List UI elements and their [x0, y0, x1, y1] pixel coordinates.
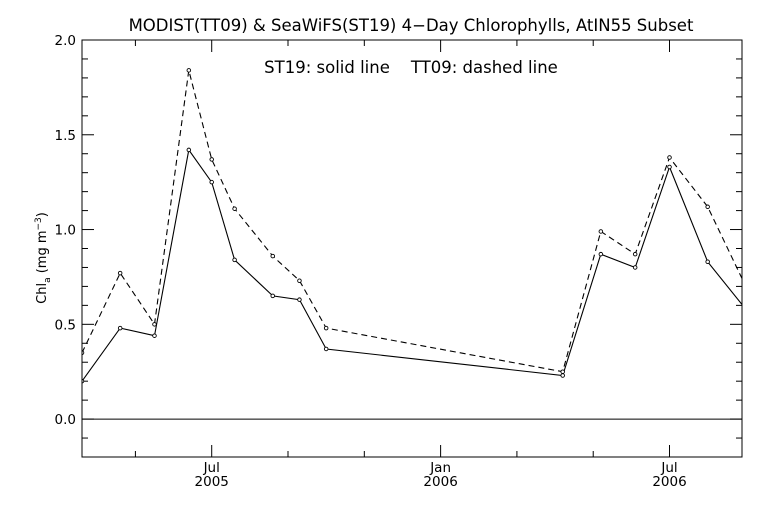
- y-axis-label-close: ): [35, 212, 50, 217]
- data-point-tt09: [323, 325, 329, 331]
- legend-annotation: ST19: solid line TT09: dashed line: [264, 58, 558, 77]
- data-point-st19: [667, 164, 672, 170]
- data-point-tt09: [632, 251, 638, 257]
- y-tick-label: 1.5: [55, 128, 76, 144]
- data-point-st19: [323, 346, 329, 352]
- x-tick-label-year: 2006: [652, 474, 686, 490]
- data-point-st19: [598, 251, 604, 257]
- y-axis-label-sub: a: [43, 277, 53, 283]
- data-point-tt09: [705, 204, 710, 210]
- series-line-tt09: [82, 70, 742, 373]
- data-point-tt09: [270, 253, 276, 259]
- y-axis-label-main: Chl: [35, 283, 50, 304]
- data-point-st19: [186, 147, 192, 153]
- data-point-st19: [209, 179, 214, 185]
- data-point-tt09: [560, 369, 565, 374]
- chart-title: MODIST(TT09) & SeaWiFS(ST19) 4−Day Chlor…: [129, 16, 694, 35]
- y-tick-label: 0.5: [55, 317, 76, 333]
- data-point-st19: [705, 259, 710, 265]
- data-point-tt09: [598, 229, 604, 234]
- y-tick-label: 2.0: [55, 33, 76, 49]
- data-point-tt09: [297, 278, 302, 283]
- x-tick-label-year: 2005: [195, 474, 229, 490]
- plot-frame: [81, 39, 743, 458]
- y-tick-label: 0.0: [55, 412, 76, 428]
- data-point-tt09: [186, 68, 192, 73]
- x-tick-label-month: Jul: [660, 460, 677, 476]
- data-point-tt09: [209, 157, 214, 162]
- data-point-st19: [632, 265, 638, 270]
- data-point-tt09: [667, 155, 672, 160]
- data-point-tt09: [232, 206, 237, 211]
- data-point-st19: [297, 297, 302, 302]
- data-point-st19: [560, 373, 565, 378]
- y-tick-label: 1.0: [55, 223, 76, 239]
- data-point-st19: [232, 257, 237, 263]
- data-point-st19: [270, 293, 276, 299]
- data-point-st19: [117, 325, 123, 331]
- data-point-tt09: [117, 270, 123, 276]
- data-point-st19: [152, 333, 157, 338]
- y-axis-label-units: (mg m: [35, 230, 50, 277]
- y-axis-label: Chla (mg m−3): [34, 212, 53, 304]
- y-axis-label-exp: −3: [34, 217, 44, 230]
- x-tick-label-year: 2006: [423, 474, 457, 490]
- data-point-tt09: [152, 322, 157, 327]
- x-tick-label-month: Jul: [203, 460, 220, 476]
- x-tick-label-month: Jan: [429, 460, 451, 476]
- series-layer: [82, 68, 742, 384]
